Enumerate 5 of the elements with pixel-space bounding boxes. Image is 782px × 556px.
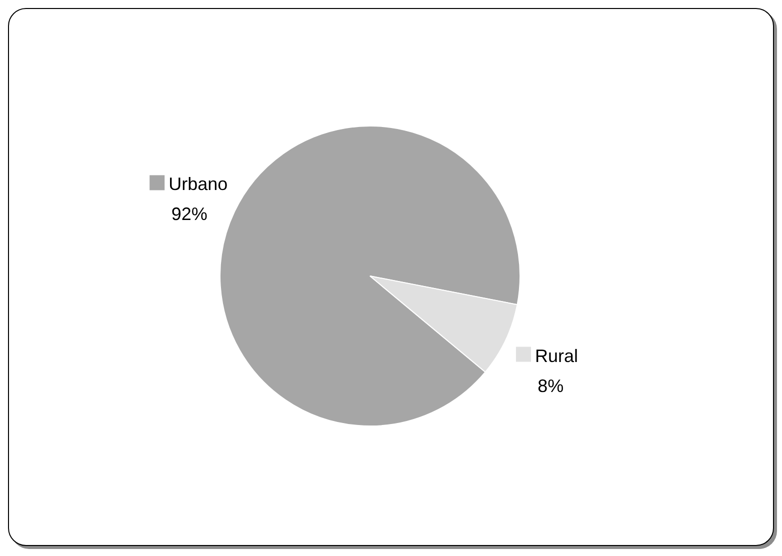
pie-slice: [370, 276, 518, 373]
legend-label: Urbano: [168, 174, 228, 194]
legend-label: Rural: [534, 346, 578, 366]
data-label: 92%: [171, 204, 208, 224]
data-label: 8%: [538, 376, 564, 396]
